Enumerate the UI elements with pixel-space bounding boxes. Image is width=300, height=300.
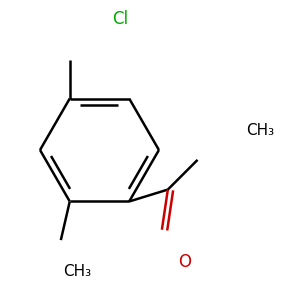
Text: CH₃: CH₃ [63, 264, 91, 279]
Text: Cl: Cl [112, 10, 128, 28]
Text: CH₃: CH₃ [247, 123, 275, 138]
Text: O: O [178, 253, 191, 271]
